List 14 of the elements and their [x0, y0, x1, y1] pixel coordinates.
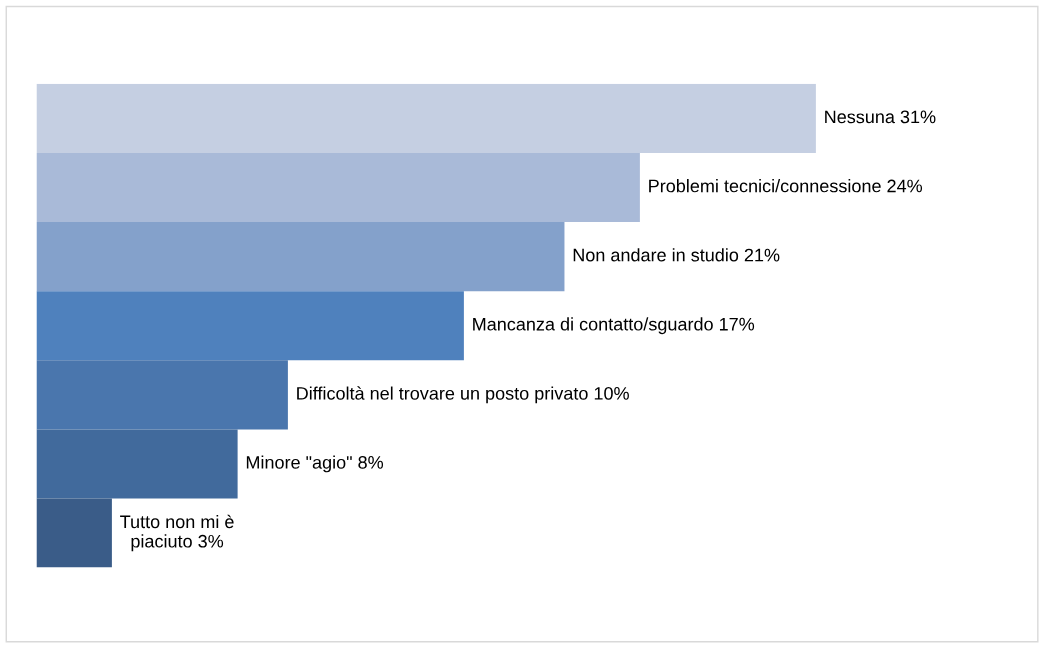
data-label: Difficoltà nel trovare un posto privato 10% — [297, 386, 629, 404]
bar — [36, 222, 565, 292]
bar — [36, 360, 288, 430]
data-label: Nessuna 31% — [825, 110, 936, 124]
bar — [36, 291, 464, 361]
bar — [36, 429, 238, 499]
bar — [36, 152, 640, 223]
data-label: Mancanza di contatto/sguardo 17% — [473, 317, 755, 335]
data-label: Problemi tecnici/connessione 24% — [649, 179, 923, 193]
data-label: Tutto non mi è piaciuto 3% — [120, 514, 234, 552]
data-label: Minore "agio" 8% — [246, 455, 384, 473]
bar — [36, 83, 816, 153]
bar — [36, 498, 112, 568]
data-label: Non andare in studio 21% — [573, 248, 780, 262]
